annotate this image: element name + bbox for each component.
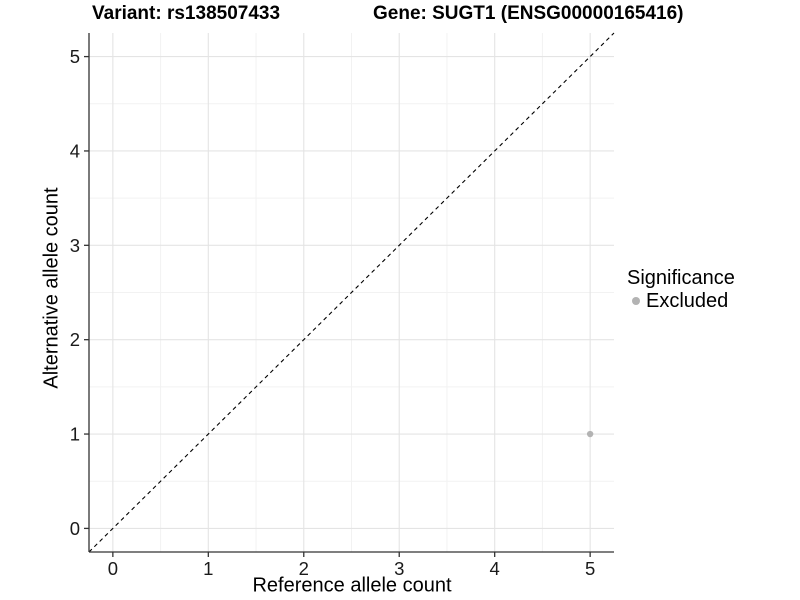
y-tick-label: 3 [70, 235, 80, 256]
plot-title-variant: Variant: rs138507433 [92, 3, 281, 24]
x-tick-label: 0 [108, 558, 118, 579]
y-tick-label: 0 [70, 518, 80, 539]
y-tick-label: 4 [70, 140, 80, 161]
x-tick-label: 3 [394, 558, 404, 579]
legend-point-icon [632, 297, 640, 305]
x-tick-label: 4 [490, 558, 500, 579]
legend-item-label: Excluded [646, 290, 729, 312]
x-tick-label: 2 [299, 558, 309, 579]
legend-title: Significance [627, 267, 735, 289]
x-axis-title: Reference allele count [252, 574, 452, 597]
y-tick-label: 1 [70, 424, 80, 445]
y-tick-label: 2 [70, 329, 80, 350]
legend-item-excluded: Excluded [627, 290, 735, 312]
data-point-excluded [586, 430, 594, 438]
legend: Significance Excluded [627, 266, 735, 312]
x-tick-label: 5 [585, 558, 595, 579]
y-tick-label: 5 [70, 46, 80, 67]
identity-line [88, 32, 615, 553]
plot-title-gene: Gene: SUGT1 (ENSG00000165416) [373, 3, 684, 24]
x-tick-label: 1 [203, 558, 213, 579]
y-axis-title: Alternative allele count [40, 187, 63, 389]
